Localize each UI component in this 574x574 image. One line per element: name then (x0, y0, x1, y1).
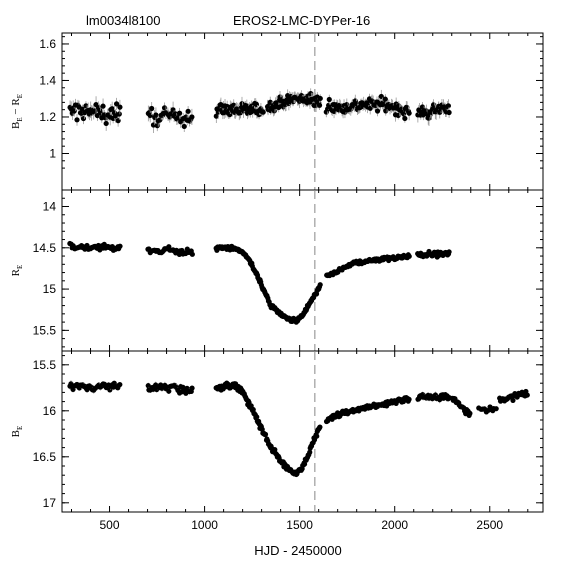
data-point (153, 112, 159, 118)
data-point (109, 106, 115, 112)
data-point (149, 105, 155, 112)
data-point (524, 392, 530, 398)
y-tick-label: 1.6 (39, 37, 56, 51)
y-tick-label: 16 (43, 404, 57, 418)
data-point (406, 396, 412, 402)
y-tick-label: 1 (49, 146, 56, 160)
data-point (115, 118, 121, 124)
data-point (307, 449, 313, 455)
data-point (213, 113, 219, 119)
data-point (189, 385, 195, 391)
y-axis-label-part: E (16, 426, 24, 430)
data-point (253, 101, 260, 107)
x-axis-label: HJD - 2450000 (254, 543, 341, 558)
data-point (406, 110, 412, 116)
data-point (493, 406, 499, 412)
data-point (154, 123, 160, 129)
star-name-title: EROS2-LMC-DYPer-16 (233, 13, 370, 28)
field-id-title: lm0034l8100 (86, 13, 160, 28)
data-point (83, 103, 89, 109)
data-point (317, 424, 323, 430)
data-point (510, 397, 516, 403)
y-axis-label-part: E (16, 265, 24, 269)
data-point (308, 90, 314, 97)
data-point (166, 388, 172, 394)
y-axis-label-part: B (10, 122, 22, 129)
data-point (445, 103, 451, 109)
data-point (367, 105, 373, 111)
data-point (446, 249, 452, 255)
data-point (113, 101, 120, 107)
data-point (446, 109, 452, 116)
y-axis-label: RE (10, 265, 24, 277)
panel-frame (61, 350, 544, 513)
data-point (117, 104, 123, 110)
data-point (467, 410, 473, 416)
x-tick-label: 1500 (286, 518, 313, 532)
panel-B: 15.5 16 16.5 17 BE 500 1000 1500 2000 2500 (10, 350, 544, 532)
x-tick-label: 2000 (381, 518, 408, 532)
y-axis-label-part: − (10, 106, 22, 118)
x-tick-label: 1000 (191, 518, 218, 532)
panel-frame (61, 32, 544, 191)
data-point (382, 96, 388, 102)
y-tick-label: 15.5 (33, 358, 57, 372)
panel-R: 14 14.5 15 15.5 RE (10, 189, 544, 352)
y-tick-label: 1.4 (39, 73, 56, 87)
y-tick-label: 1.2 (39, 110, 56, 124)
data-point (103, 120, 109, 127)
data-point (117, 243, 123, 249)
y-axis-label-part: E (16, 94, 24, 98)
data-point (317, 282, 323, 288)
data-point (80, 115, 87, 122)
data-point (260, 109, 266, 115)
x-tick-label: 500 (100, 518, 120, 532)
y-tick-label: 16.5 (33, 450, 57, 464)
y-axis-label-part: E (16, 117, 24, 121)
y-tick-label: 14.5 (33, 241, 57, 255)
y-axis-label: BE − RE (10, 94, 24, 129)
data-point (181, 123, 187, 130)
data-point (317, 95, 323, 102)
data-point (116, 111, 122, 117)
data-point (301, 461, 308, 467)
data-point (185, 108, 191, 114)
y-tick-label: 15 (43, 282, 57, 296)
data-point (316, 102, 323, 108)
data-point (71, 108, 77, 114)
y-tick-label: 15.5 (33, 323, 57, 337)
data-point (117, 381, 123, 388)
data-point (262, 431, 269, 437)
data-point (402, 115, 408, 122)
data-point (271, 108, 277, 114)
y-axis-label: BE (10, 426, 24, 438)
data-point (177, 110, 183, 116)
data-point (189, 251, 195, 257)
panels-group: 11.21.41.6BE − RE1414.51515.5RE15.51616.… (10, 32, 544, 532)
data-point (189, 114, 195, 120)
data-point (406, 253, 412, 259)
x-tick-label: 2500 (476, 518, 503, 532)
data-point (180, 384, 186, 390)
y-tick-label: 17 (43, 496, 57, 510)
data-point (254, 414, 260, 420)
data-point (326, 96, 332, 103)
data-point (314, 433, 320, 439)
data-point (74, 117, 80, 123)
data-point (374, 108, 381, 114)
data-point (175, 115, 181, 121)
data-point (250, 406, 256, 413)
panel-color: 11.21.41.6BE − RE (10, 32, 544, 191)
y-tick-label: 14 (43, 200, 57, 214)
data-point (100, 103, 106, 109)
y-axis-label-part: R (10, 98, 22, 106)
panel-frame (61, 189, 544, 352)
y-axis-label-part: R (10, 268, 22, 276)
y-axis-label-part: B (10, 430, 22, 437)
